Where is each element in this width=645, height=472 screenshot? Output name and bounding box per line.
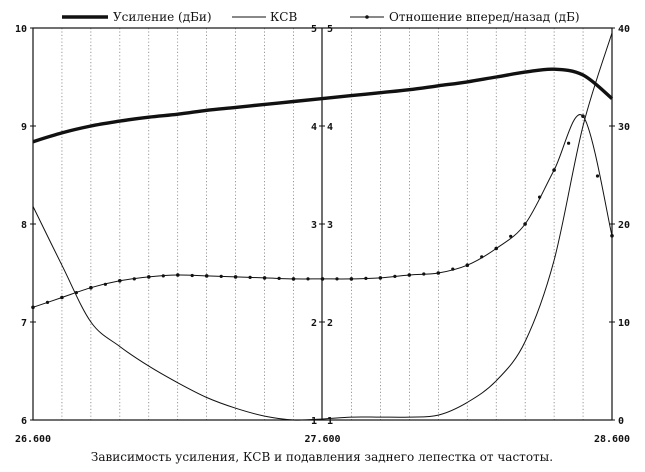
series-line-0 <box>32 67 614 144</box>
series-point-2 <box>349 277 354 281</box>
series-point-2 <box>248 275 252 279</box>
series-layer <box>31 32 614 421</box>
series-point-2 <box>277 276 281 280</box>
x-tick-label: 27.600 <box>304 434 340 445</box>
series-point-2 <box>610 234 614 238</box>
series-point-2 <box>509 234 513 238</box>
series-point-2 <box>494 246 499 251</box>
series-point-2 <box>233 275 238 279</box>
right-axis-tick-label: 40 <box>618 24 630 35</box>
middle-axis-tick-label: 5 <box>311 24 317 35</box>
series-point-2 <box>567 141 571 145</box>
left-axis-tick-label: 8 <box>21 220 27 231</box>
series-point-2 <box>204 274 209 278</box>
series-point-2 <box>161 274 165 278</box>
series-point-2 <box>320 277 325 281</box>
middle-axis-tick-label-right: 2 <box>327 318 333 329</box>
series-point-2 <box>436 271 441 275</box>
series-point-2 <box>581 114 585 118</box>
series-point-2 <box>538 195 542 199</box>
series-point-2 <box>118 279 122 283</box>
series-point-2 <box>89 285 93 290</box>
x-tick-label: 28.600 <box>594 434 630 445</box>
series-point-2 <box>219 274 223 278</box>
series-point-2 <box>103 282 107 286</box>
legend: Усиление (дБи) КСВ Отношение вперед/наза… <box>62 10 580 24</box>
left-axis-tick-label: 9 <box>21 122 27 133</box>
right-axis-tick-label: 20 <box>618 220 630 231</box>
middle-axis-tick-label: 4 <box>311 122 317 133</box>
legend-label-fb: Отношение вперед/назад (дБ) <box>389 10 580 24</box>
series-point-2 <box>262 276 267 280</box>
middle-axis-tick-label-right: 3 <box>327 220 333 231</box>
series-point-2 <box>407 273 412 277</box>
series-point-2 <box>132 277 136 281</box>
series-point-2 <box>147 275 151 279</box>
series-point-2 <box>60 295 64 300</box>
series-point-2 <box>45 300 50 304</box>
left-axis-tick-label: 10 <box>15 24 27 35</box>
series-point-2 <box>552 168 556 172</box>
ticks-layer: 6 7 8 9 10 1 1 2 2 3 3 4 4 5 5 0 10 20 30 40 26.600 27.600 28.… <box>15 24 630 445</box>
left-axis-tick-label: 6 <box>21 416 27 427</box>
series-point-2 <box>176 273 180 277</box>
middle-axis-tick-label-right: 4 <box>327 122 333 133</box>
chart-caption: Зависимость усиления, КСВ и подавления з… <box>91 450 553 464</box>
series-point-2 <box>422 272 426 276</box>
legend-swatch-fb-marker <box>365 15 369 19</box>
series-point-2 <box>190 273 194 278</box>
right-axis-tick-label: 10 <box>618 318 630 329</box>
grid-layer <box>61 28 584 420</box>
middle-axis-tick-label: 3 <box>311 220 317 231</box>
series-point-2 <box>74 291 78 295</box>
left-axis-tick-label: 7 <box>21 318 27 329</box>
series-point-2 <box>31 305 35 310</box>
middle-axis-tick-label: 2 <box>311 318 317 329</box>
series-point-2 <box>480 255 484 259</box>
series-point-2 <box>465 263 470 268</box>
series-point-2 <box>291 277 296 281</box>
series-point-2 <box>378 276 383 280</box>
series-point-2 <box>335 277 339 281</box>
series-point-2 <box>451 267 455 271</box>
axes-layer <box>30 27 615 421</box>
series-point-2 <box>306 277 310 281</box>
middle-axis-tick-label: 1 <box>311 416 317 427</box>
middle-axis-tick-label-right: 5 <box>327 24 333 35</box>
series-point-2 <box>523 222 527 226</box>
legend-label-gain: Усиление (дБи) <box>113 10 212 24</box>
right-axis-tick-label: 30 <box>618 122 630 133</box>
series-line-2 <box>32 114 613 308</box>
series-point-2 <box>364 276 368 280</box>
series-point-2 <box>393 274 397 278</box>
series-line-1 <box>32 32 613 421</box>
legend-label-swr: КСВ <box>270 10 297 24</box>
middle-axis-tick-label-right: 1 <box>327 416 333 427</box>
x-tick-label: 26.600 <box>15 434 51 445</box>
right-axis-tick-label: 0 <box>618 416 624 427</box>
series-point-2 <box>595 174 600 178</box>
